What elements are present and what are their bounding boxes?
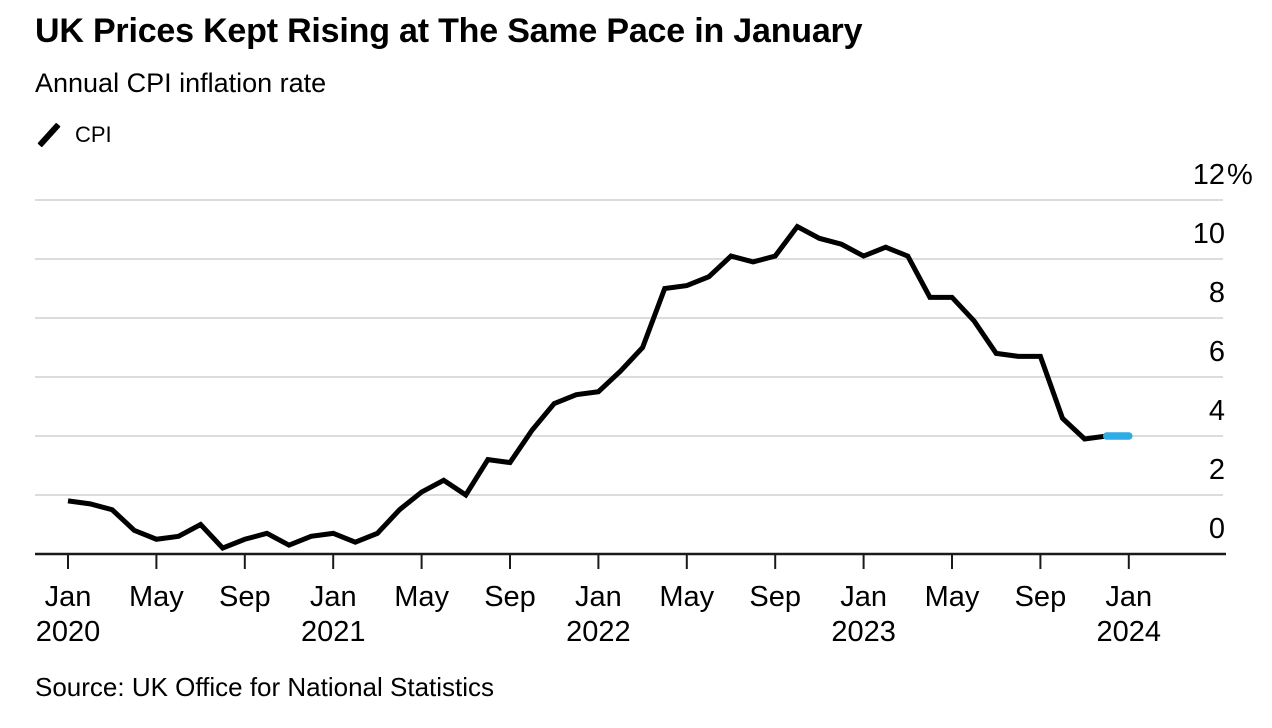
y-tick-label: 10 — [1193, 218, 1225, 250]
x-tick-label: May — [659, 581, 714, 613]
legend-label: CPI — [75, 122, 112, 147]
y-tick-unit: % — [1227, 159, 1253, 191]
x-tick-year-label: 2024 — [1097, 616, 1162, 648]
y-tick-label: 4 — [1209, 395, 1225, 427]
x-tick-year-label: 2023 — [831, 616, 896, 648]
x-tick-label: Sep — [1015, 581, 1067, 613]
cpi-line — [67, 223, 1129, 552]
x-tick-label: May — [129, 581, 184, 613]
x-tick-label: May — [394, 581, 449, 613]
x-tick-label: Jan — [310, 581, 357, 613]
chart-subtitle: Annual CPI inflation rate — [35, 68, 327, 98]
y-tick-label: 6 — [1209, 336, 1225, 368]
x-tick-year-label: 2020 — [36, 616, 101, 648]
x-tick-label: Jan — [45, 581, 92, 613]
legend: CPI — [35, 120, 112, 150]
x-tick-year-label: 2021 — [301, 616, 366, 648]
source-note: Source: UK Office for National Statistic… — [35, 672, 495, 702]
x-tick-label: Sep — [484, 581, 536, 613]
y-tick-label: 0 — [1209, 513, 1225, 545]
x-tick-label: Jan — [575, 581, 622, 613]
y-tick-label: 12 — [1193, 159, 1225, 191]
y-tick-label: 8 — [1209, 277, 1225, 309]
x-tick-year-label: 2022 — [566, 616, 631, 648]
x-tick-label: May — [925, 581, 980, 613]
x-tick-label: Jan — [1105, 581, 1152, 613]
x-tick-label: Sep — [219, 581, 271, 613]
x-tick-label: Jan — [840, 581, 887, 613]
y-tick-label: 2 — [1209, 454, 1225, 486]
chart-title: UK Prices Kept Rising at The Same Pace i… — [35, 12, 863, 50]
x-tick-label: Sep — [749, 581, 801, 613]
